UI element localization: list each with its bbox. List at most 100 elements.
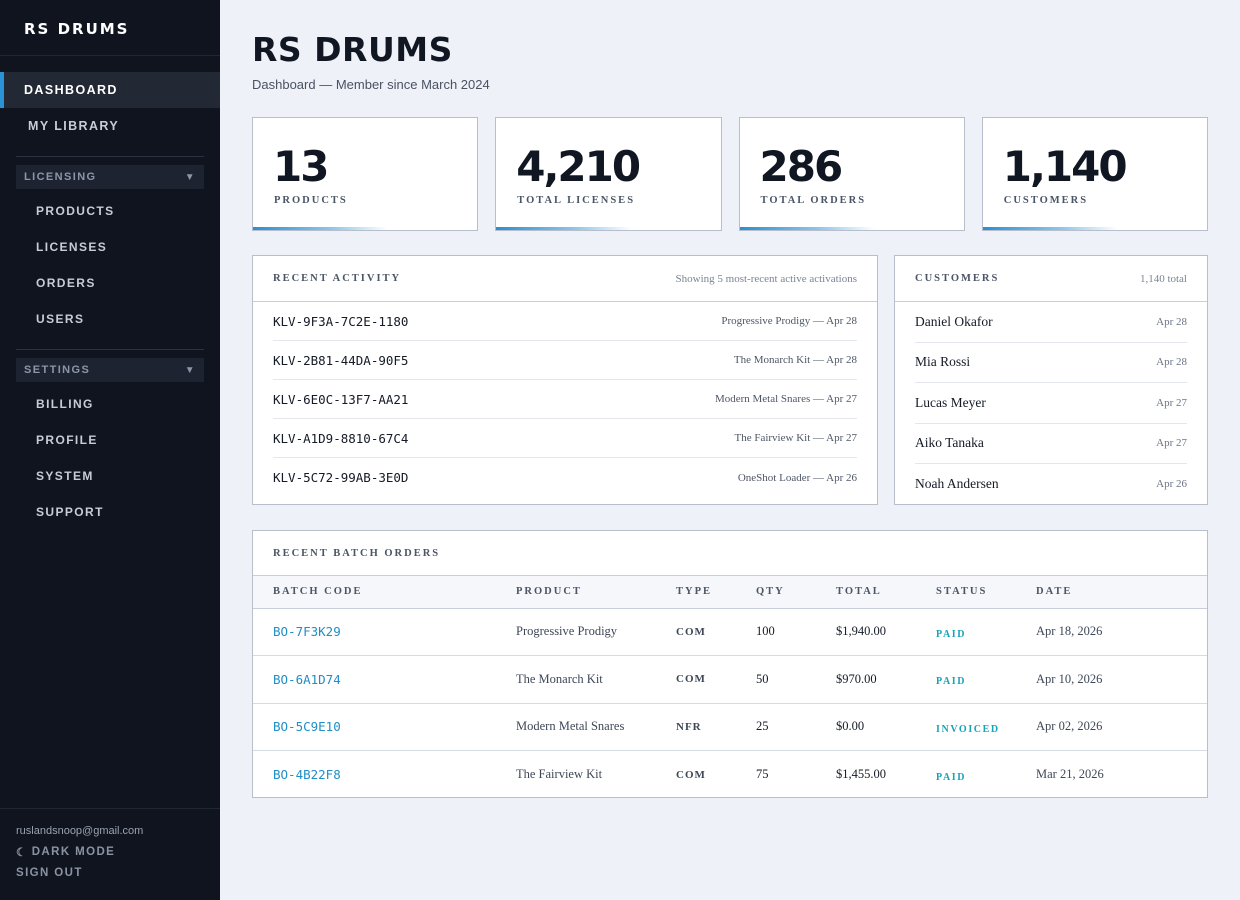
column-header-date[interactable]: DATE [1036,576,1207,609]
activity-list: KLV-9F3A-7C2E-1180 Progressive Prodigy —… [253,302,877,497]
list-item[interactable]: Mia Rossi Apr 28 [915,343,1187,383]
date-cell: Apr 18, 2026 [1036,608,1207,656]
sidebar-item-orders[interactable]: ORDERS [36,276,96,290]
column-header-product[interactable]: PRODUCT [516,576,676,609]
column-header-total[interactable]: TOTAL [836,576,936,609]
user-email: ruslandsnoop@gmail.com [16,825,144,837]
product-cell: The Fairview Kit [516,767,603,781]
status-badge: INVOICED [936,723,1000,735]
page-subtitle: Dashboard — Member since March 2024 [252,77,490,92]
table-row[interactable]: BO-5C9E10 Modern Metal Snares NFR 25 $0.… [253,703,1207,751]
sidebar-item-users[interactable]: USERS [36,312,85,326]
panel-meta: Showing 5 most-recent active activations [675,272,857,285]
total-cell: $1,940.00 [836,608,936,656]
total-cell: $0.00 [836,703,936,751]
sidebar-divider [16,156,204,157]
dark-mode-toggle[interactable]: ☾ DARK MODE [16,845,204,859]
sign-out-link[interactable]: SIGN OUT [16,867,83,879]
status-badge: PAID [936,676,967,688]
list-item[interactable]: KLV-6E0C-13F7-AA21 Modern Metal Snares —… [273,380,857,419]
sidebar-nav: DASHBOARD MY LIBRARY LICENSING ▼ PRODUCT… [0,56,220,530]
list-item[interactable]: KLV-2B81-44DA-90F5 The Monarch Kit — Apr… [273,341,857,380]
type-cell: NFR [676,703,756,751]
customer-name: Mia Rossi [915,354,971,370]
brand-logo[interactable]: RS DRUMS [0,0,220,56]
sidebar-divider [16,349,204,350]
stat-value: 286 [759,142,844,191]
sidebar-item-profile[interactable]: PROFILE [36,433,98,447]
status-cell: PAID [936,751,1036,799]
sidebar-item-billing[interactable]: BILLING [36,397,94,411]
sidebar-item-system[interactable]: SYSTEM [36,469,94,483]
panel-meta: 1,140 total [1139,272,1187,285]
panel-title: RECENT ACTIVITY [273,273,402,284]
sidebar-item-dashboard[interactable]: DASHBOARD [0,72,220,108]
sidebar-group-label: SETTINGS [24,364,91,376]
license-key: KLV-2B81-44DA-90F5 [273,352,409,368]
list-item[interactable]: Aiko Tanaka Apr 27 [915,424,1187,464]
batch-code-link[interactable]: BO-5C9E10 [253,703,516,751]
sidebar-item-products[interactable]: PRODUCTS [36,204,115,218]
sidebar-group-licensing[interactable]: LICENSING ▼ [16,165,204,189]
sidebar-item-support[interactable]: SUPPORT [36,505,104,519]
sidebar-footer: ruslandsnoop@gmail.com ☾ DARK MODE SIGN … [0,808,220,900]
batch-code-link[interactable]: BO-7F3K29 [253,608,516,656]
batch-orders-table: BATCH CODE PRODUCT TYPE QTY TOTAL STATUS… [253,576,1207,798]
stat-label: CUSTOMERS [1003,195,1089,206]
status-cell: PAID [936,608,1036,656]
panel-title: RECENT BATCH ORDERS [273,547,441,559]
sidebar-item-licenses[interactable]: LICENSES [36,240,108,254]
batch-code-link[interactable]: BO-4B22F8 [273,767,341,782]
status-badge: PAID [936,628,967,640]
panel-header: RECENT BATCH ORDERS [253,531,1207,576]
stat-value: 1,140 [1002,142,1128,191]
customer-date: Apr 26 [1156,478,1187,491]
total-cell: $970.00 [836,655,936,704]
list-item[interactable]: KLV-9F3A-7C2E-1180 Progressive Prodigy —… [273,302,857,341]
column-header-status[interactable]: STATUS [936,576,1036,609]
total-cell: $1,455.00 [836,767,886,781]
column-header-qty[interactable]: QTY [756,576,836,609]
qty-cell: 50 [756,655,836,704]
qty-cell: 25 [756,703,836,751]
sidebar: RS DRUMS DASHBOARD MY LIBRARY LICENSING … [0,0,220,900]
stats-row: 13 PRODUCTS 4,210 TOTAL LICENSES 286 TOT… [252,117,1208,231]
stat-accent-bar [253,227,478,230]
panel-header: CUSTOMERS 1,140 total [895,256,1207,302]
stat-value: 13 [273,142,329,191]
stat-accent-bar [739,227,964,230]
stat-card-total-orders: 286 TOTAL ORDERS [738,117,965,231]
chevron-down-icon: ▼ [184,171,196,183]
license-key: KLV-5C72-99AB-3E0D [273,470,409,485]
stat-accent-bar [982,227,1207,230]
stat-value: 4,210 [516,142,641,191]
list-item[interactable]: Lucas Meyer Apr 27 [915,383,1187,424]
stat-label: TOTAL LICENSES [517,195,636,206]
sidebar-group-settings[interactable]: SETTINGS ▼ [16,358,204,382]
customers-panel: CUSTOMERS 1,140 total Daniel Okafor Apr … [894,255,1208,505]
activation-desc: The Monarch Kit — Apr 28 [733,354,857,366]
customer-name: Lucas Meyer [915,394,986,410]
product-cell: Progressive Prodigy [516,608,676,656]
batch-code-link[interactable]: BO-6A1D74 [253,655,516,704]
table-row[interactable]: BO-7F3K29 Progressive Prodigy COM 100 $1… [253,608,1207,656]
status-badge: PAID [936,771,967,783]
product-cell: The Monarch Kit [516,655,676,704]
list-item[interactable]: KLV-A1D9-8810-67C4 The Fairview Kit — Ap… [273,419,857,458]
stat-accent-bar [496,227,721,230]
list-item[interactable]: KLV-5C72-99AB-3E0D OneShot Loader — Apr … [273,458,857,497]
status-cell: INVOICED [936,703,1036,751]
list-item[interactable]: Noah Andersen Apr 26 [915,464,1187,505]
chevron-down-icon: ▼ [184,364,196,376]
column-header-type[interactable]: TYPE [676,576,756,609]
column-header-batch-code[interactable]: BATCH CODE [253,576,516,609]
panel-header: RECENT ACTIVITY Showing 5 most-recent ac… [253,256,877,302]
sidebar-item-my-library[interactable]: MY LIBRARY [28,119,120,133]
list-item[interactable]: Daniel Okafor Apr 28 [915,302,1187,343]
table-row[interactable]: BO-6A1D74 The Monarch Kit COM 50 $970.00… [253,655,1207,704]
recent-activity-panel: RECENT ACTIVITY Showing 5 most-recent ac… [252,255,878,505]
table-row[interactable]: BO-4B22F8 The Fairview Kit COM 75 $1,455… [253,751,1207,799]
qty-cell: 75 [756,767,769,781]
stat-card-customers: 1,140 CUSTOMERS [981,117,1208,231]
license-key: KLV-A1D9-8810-67C4 [273,430,409,446]
